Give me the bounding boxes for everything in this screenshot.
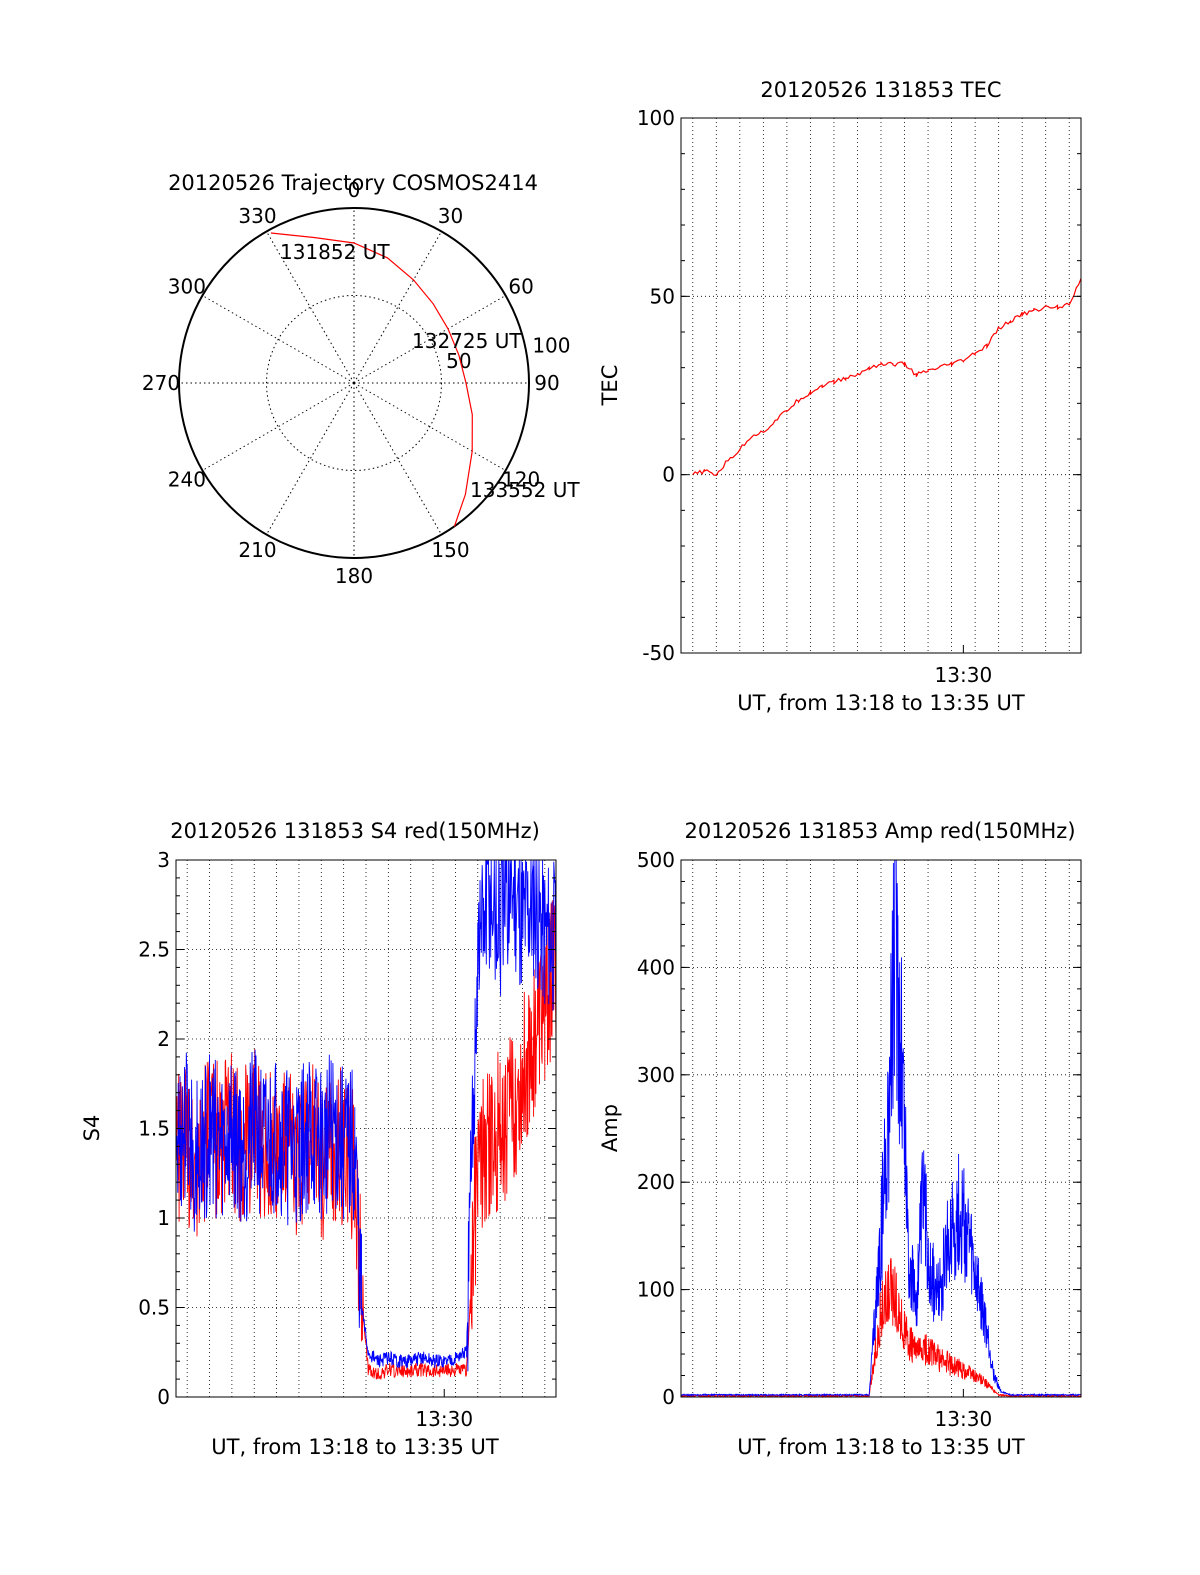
s4-ytick-label: 3	[157, 848, 170, 872]
amp-ytick-label: 500	[637, 848, 675, 872]
s4-ytick-label: 1	[157, 1206, 170, 1230]
s4-ytick-label: 2	[157, 1027, 170, 1051]
tec-yticks: -50 0 50 100	[637, 106, 1081, 665]
polar-angle-label: 60	[508, 275, 533, 299]
amp-ytick-label: 100	[637, 1278, 675, 1302]
amp-series-line	[680, 859, 1082, 1398]
trajectory-line	[270, 232, 473, 527]
polar-angle-label: 210	[238, 538, 276, 562]
s4-xtick-label: 13:30	[415, 1407, 473, 1431]
s4-yticks: 0 0.5 1 1.5 2 2.5 3	[138, 848, 556, 1409]
polar-outer-circle	[178, 207, 530, 559]
polar-grid	[178, 207, 530, 559]
tec-grid	[681, 118, 1081, 653]
amp-panel: 20120526 131853 Amp red(150MHz) 0 100 200 3…	[598, 819, 1082, 1459]
tec-ytick-label: 0	[662, 463, 675, 487]
polar-angle-label: 30	[438, 204, 463, 228]
tec-xlabel: UT, from 13:18 to 13:35 UT	[737, 691, 1025, 715]
tec-ytick-label: 50	[650, 284, 675, 308]
amp-series	[680, 859, 1082, 1399]
s4-ytick-label: 2.5	[138, 938, 170, 962]
s4-ytick-label: 1.5	[138, 1117, 170, 1141]
s4-panel: 20120526 131853 S4 red(150MHz) 0 0.5 1 1.5 2…	[80, 819, 557, 1459]
polar-labels: 0 30 60 90 120 150 180 210 240 270 300 330 50 100	[142, 178, 571, 588]
s4-xlabel: UT, from 13:18 to 13:35 UT	[211, 1435, 499, 1459]
s4-ylabel: S4	[80, 1115, 104, 1142]
polar-radial-label: 50	[446, 349, 471, 373]
tec-series	[692, 278, 1082, 477]
trajectory-end-label: 133552 UT	[470, 478, 580, 502]
amp-yticks: 0 100 200 300 400 500	[637, 848, 1081, 1409]
tec-title: 20120526 131853 TEC	[760, 78, 1001, 102]
s4-title: 20120526 131853 S4 red(150MHz)	[170, 819, 540, 843]
trajectory-start-label: 131852 UT	[280, 240, 390, 264]
s4-series-line	[175, 859, 557, 1372]
tec-xtick-label: 13:30	[935, 663, 993, 687]
polar-angle-label: 240	[168, 468, 206, 492]
amp-xtick-label: 13:30	[935, 1407, 993, 1431]
polar-inner-circle	[266, 295, 442, 471]
s4-series	[175, 859, 557, 1380]
amp-ytick-label: 200	[637, 1170, 675, 1194]
tec-ytick-label: -50	[642, 641, 675, 665]
amp-plot-frame	[680, 859, 1082, 1398]
amp-series-line	[680, 1258, 1082, 1399]
polar-trajectory-panel: 20120526 Trajectory COSMOS2414 0 30 60 90 12…	[142, 171, 580, 588]
polar-angle-label: 270	[142, 371, 180, 395]
tec-xticks: 13:30	[935, 645, 993, 687]
polar-angle-label: 300	[168, 275, 206, 299]
tec-ytick-label: 100	[637, 106, 675, 130]
amp-xticks: 13:30	[935, 1389, 993, 1431]
s4-series-line	[175, 899, 557, 1380]
polar-spoke	[202, 382, 355, 471]
s4-xticks: 13:30	[415, 1389, 473, 1431]
polar-angle-label: 90	[534, 371, 559, 395]
polar-angle-label: 150	[431, 538, 469, 562]
polar-spoke	[266, 382, 355, 535]
amp-grid	[681, 860, 1081, 1397]
polar-angle-label: 120	[502, 468, 540, 492]
polar-title: 20120526 Trajectory COSMOS2414	[168, 171, 538, 195]
amp-title: 20120526 131853 Amp red(150MHz)	[684, 819, 1075, 843]
polar-radial-label: 100	[532, 334, 570, 358]
s4-ytick-label: 0.5	[138, 1296, 170, 1320]
amp-ytick-label: 0	[662, 1385, 675, 1409]
amp-ytick-label: 300	[637, 1063, 675, 1087]
tec-series-line	[692, 278, 1082, 477]
amp-ylabel: Amp	[598, 1104, 622, 1152]
tec-panel: 20120526 131853 TEC -50 0 50 100 13:30 UT, …	[598, 78, 1082, 715]
amp-ytick-label: 400	[637, 955, 675, 979]
polar-angle-label: 0	[348, 178, 361, 202]
trajectory-mid-label: 132725 UT	[412, 329, 522, 353]
tec-ylabel: TEC	[598, 365, 622, 407]
polar-angle-label: 180	[335, 564, 373, 588]
s4-ytick-label: 0	[157, 1385, 170, 1409]
amp-xlabel: UT, from 13:18 to 13:35 UT	[737, 1435, 1025, 1459]
polar-angle-label: 330	[238, 204, 276, 228]
tec-plot-frame	[680, 117, 1082, 654]
